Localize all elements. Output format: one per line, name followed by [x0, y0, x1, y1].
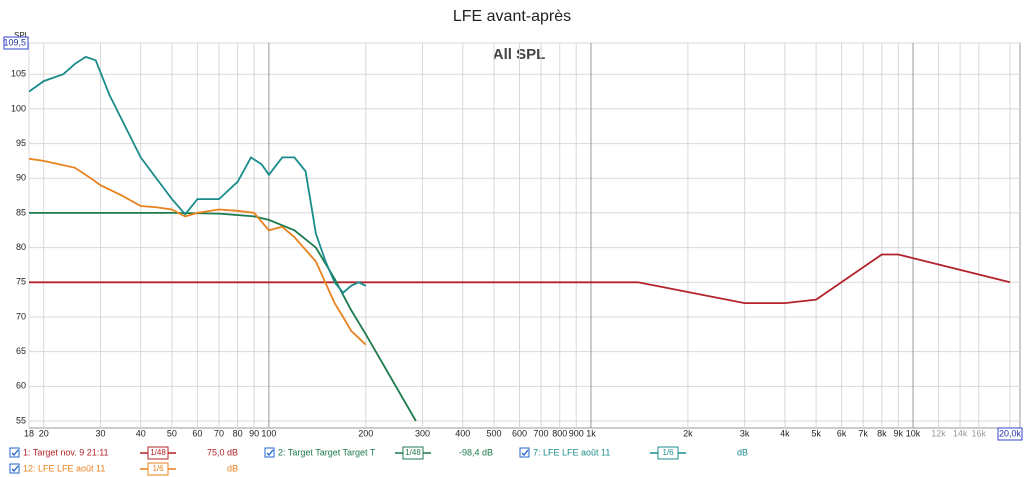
x-tick-label: 700	[534, 428, 549, 438]
y-tick-label: 105	[11, 69, 26, 79]
y-axis-label: SPL	[14, 31, 30, 40]
legend-check	[266, 449, 274, 456]
legend-offset: -98,4 dB	[459, 447, 493, 457]
legend-item: 2: Target Target Target T 1/48 -98,4 dB	[264, 446, 493, 460]
y-tick-label: 85	[16, 207, 26, 217]
legend-item: 7: LFE LFE août 11 1/6 dB	[519, 446, 748, 460]
legend-smoothing: 1/48	[150, 448, 166, 457]
x-tick-label: 20	[39, 428, 49, 438]
legend-name: 12: LFE LFE août 11	[23, 463, 105, 473]
series-line	[29, 55, 367, 294]
legend-name: 2: Target Target Target T	[278, 447, 376, 457]
tick-box	[3, 36, 29, 50]
legend-name: 7: LFE LFE août 11	[533, 447, 610, 457]
x-tick-label: 18	[24, 428, 34, 438]
x-tick-label: 9k	[894, 428, 904, 438]
x-tick-label: 70	[214, 428, 224, 438]
x-tick-label: 600	[512, 428, 527, 438]
legend-smoothing: 1/6	[662, 448, 674, 457]
x-tick-label: 100	[261, 428, 276, 438]
legend-checkbox	[264, 447, 275, 458]
x-tick-label: 500	[486, 428, 501, 438]
grid	[28, 42, 1020, 428]
x-tick-label: 80	[233, 428, 243, 438]
series-line	[29, 157, 367, 346]
legend-check	[11, 465, 19, 472]
x-tick-label: 90	[249, 428, 259, 438]
x-tick-label: 6k	[837, 428, 847, 438]
legend-smoothing: 1/6	[152, 464, 164, 473]
y-tick-label: 70	[16, 311, 26, 321]
legend-checkbox	[9, 447, 20, 458]
y-tick-label: 100	[11, 103, 26, 113]
legend-smoothing: 1/48	[405, 448, 421, 457]
x-tick-label: 800	[552, 428, 567, 438]
x-tick-label: 4k	[780, 428, 790, 438]
x-tick-label: 10k	[906, 428, 921, 438]
legend-offset: dB	[227, 463, 238, 473]
chart-title: LFE avant-après	[453, 8, 571, 25]
y-tick-label: 90	[16, 173, 26, 183]
legend-item: 1: Target nov. 9 21:11 1/48 75,0 dB	[9, 446, 238, 460]
x-tick-label: 50	[167, 428, 177, 438]
y-tick-label: 55	[16, 415, 26, 425]
legend-check	[11, 449, 19, 456]
x-tick-label: 30	[95, 428, 105, 438]
y-tick-label: 65	[16, 346, 26, 356]
legend-smoothing-box	[147, 446, 169, 460]
x-tick-label: 16k	[972, 428, 987, 438]
x-tick-label: 2k	[683, 428, 693, 438]
x-tick-label: 300	[415, 428, 430, 438]
series-line	[29, 253, 1011, 304]
x-tick-label: 7k	[858, 428, 868, 438]
legend-smoothing-box	[402, 446, 424, 460]
y-tick-label: 109,5	[3, 37, 26, 47]
x-tick-label: 3k	[740, 428, 750, 438]
x-tick-label: 12k	[931, 428, 946, 438]
legend-checkbox	[519, 447, 530, 458]
x-tick-label: 8k	[877, 428, 887, 438]
x-tick-label: 5k	[811, 428, 821, 438]
x-tick-label: 900	[569, 428, 584, 438]
x-tick-label: 400	[455, 428, 470, 438]
x-tick-label: 40	[136, 428, 146, 438]
legend-smoothing-box	[657, 446, 679, 460]
legend-smoothing-box	[147, 462, 169, 476]
legend-item: 12: LFE LFE août 11 1/6 dB	[9, 462, 238, 476]
legend-name: 1: Target nov. 9 21:11	[23, 447, 109, 457]
plot-area	[28, 42, 1021, 429]
x-tick-label: 200	[358, 428, 373, 438]
y-tick-label: 75	[16, 277, 26, 287]
x-tick-label: 60	[192, 428, 202, 438]
series-group	[29, 55, 1011, 422]
legend-check	[521, 449, 529, 456]
legend-checkbox	[9, 463, 20, 474]
tick-box	[997, 427, 1023, 441]
y-tick-label: 95	[16, 138, 26, 148]
y-tick-label: 60	[16, 381, 26, 391]
legend-offset: dB	[737, 447, 748, 457]
series-line	[29, 212, 417, 422]
y-tick-label: 80	[16, 242, 26, 252]
x-tick-label: 14k	[953, 428, 968, 438]
legend-offset: 75,0 dB	[207, 447, 238, 457]
x-tick-label: 20,0k	[999, 428, 1022, 438]
x-tick-label: 1k	[586, 428, 596, 438]
